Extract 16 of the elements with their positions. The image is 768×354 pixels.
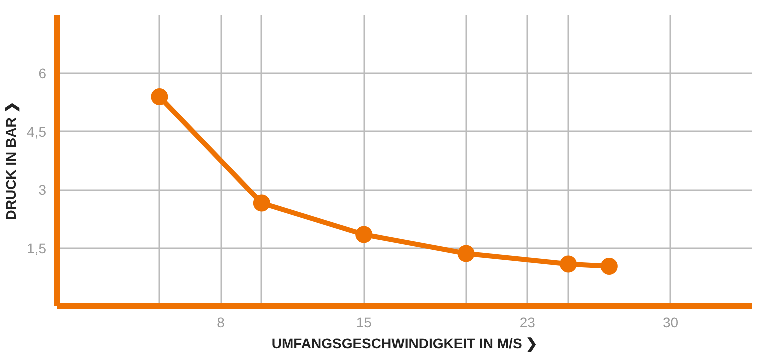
y-tick-label: 3 [38, 182, 47, 198]
x-tick-label: 15 [356, 314, 372, 330]
point [253, 194, 270, 212]
x-tick-label: 23 [520, 314, 536, 330]
x-tick-label: 30 [662, 314, 679, 330]
point [560, 256, 578, 273]
point [458, 245, 475, 262]
x-tick-label: 8 [217, 314, 226, 330]
y-tick-label: 4,5 [27, 124, 47, 140]
y-axis-title: DRUCK IN BAR ❯ [3, 102, 20, 220]
y-tick-label: 1,5 [27, 240, 47, 256]
point [151, 88, 168, 106]
y-tick-label: 6 [38, 66, 47, 82]
point [356, 226, 373, 244]
x-axis-title: UMFANGSGESCHWINDIGKEIT IN M/S ❯ [272, 336, 538, 352]
point [600, 258, 618, 276]
